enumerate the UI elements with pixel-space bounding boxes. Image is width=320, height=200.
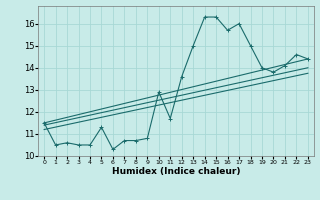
X-axis label: Humidex (Indice chaleur): Humidex (Indice chaleur) [112, 167, 240, 176]
